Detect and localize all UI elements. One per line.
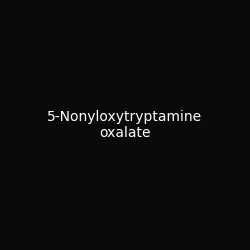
Text: 5-Nonyloxytryptamine
oxalate: 5-Nonyloxytryptamine oxalate — [48, 110, 203, 140]
